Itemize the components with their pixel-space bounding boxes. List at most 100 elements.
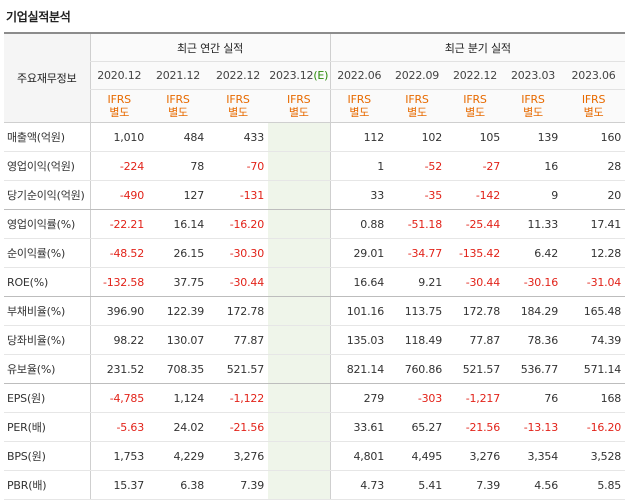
value-cell: 3,276	[208, 441, 268, 471]
standard-cell: IFRS 별도	[504, 89, 562, 123]
value-cell	[268, 441, 330, 471]
standard-cell: IFRS 별도	[329, 89, 388, 123]
value-cell: 5.85	[562, 470, 625, 500]
value-cell: -30.44	[446, 267, 504, 297]
value-cell: 1,010	[89, 122, 148, 152]
value-cell: 11.33	[504, 209, 562, 239]
value-cell: 168	[562, 383, 625, 413]
value-cell: 231.52	[89, 354, 148, 384]
value-cell: 20	[562, 180, 625, 210]
value-cell: 76	[504, 383, 562, 413]
value-cell: -224	[89, 151, 148, 181]
value-cell: -25.44	[446, 209, 504, 239]
period-header: 2022.12	[208, 61, 268, 90]
row-label: 유보율(%)	[4, 354, 90, 384]
table-row: 영업이익(억원) -224 78 -70 1 -52 -27 16 28	[4, 151, 625, 181]
standard-cell: IFRS 별도	[388, 89, 446, 123]
row-label: ROE(%)	[4, 267, 90, 297]
value-cell	[268, 209, 330, 239]
value-cell: 7.39	[208, 470, 268, 500]
value-cell: -1,122	[208, 383, 268, 413]
value-cell: -51.18	[388, 209, 446, 239]
period-header: 2022.09	[388, 61, 446, 90]
value-cell: -142	[446, 180, 504, 210]
value-cell: -21.56	[208, 412, 268, 442]
value-cell: 160	[562, 122, 625, 152]
value-cell: 172.78	[208, 296, 268, 326]
value-cell	[268, 151, 330, 181]
table-row: 부채비율(%) 396.90 122.39 172.78 101.16 113.75 172…	[4, 296, 625, 326]
value-cell: 102	[388, 122, 446, 152]
value-cell: 33	[329, 180, 388, 210]
value-cell: 122.39	[148, 296, 208, 326]
value-cell: -16.20	[208, 209, 268, 239]
value-cell: 78	[148, 151, 208, 181]
value-cell	[268, 383, 330, 413]
table-body: 매출액(억원) 1,010 484 433 112 102 105 139 160 영업이익(억원…	[4, 122, 625, 500]
value-cell: 4,801	[329, 441, 388, 471]
value-cell: 396.90	[89, 296, 148, 326]
value-cell: 433	[208, 122, 268, 152]
standard-cell: IFRS 별도	[268, 89, 330, 123]
value-cell: -1,217	[446, 383, 504, 413]
table-row: BPS(원) 1,753 4,229 3,276 4,801 4,495 3,276 3,35…	[4, 441, 625, 471]
value-cell	[268, 325, 330, 355]
value-cell	[268, 470, 330, 500]
value-cell: 26.15	[148, 238, 208, 268]
value-cell: 4,229	[148, 441, 208, 471]
value-cell: 101.16	[329, 296, 388, 326]
value-cell: 9	[504, 180, 562, 210]
row-label-header: 주요재무정보	[4, 32, 90, 123]
value-cell: 279	[329, 383, 388, 413]
value-cell	[268, 296, 330, 326]
value-cell: 15.37	[89, 470, 148, 500]
value-cell: 78.36	[504, 325, 562, 355]
value-cell: -27	[446, 151, 504, 181]
value-cell: -5.63	[89, 412, 148, 442]
value-cell: 28	[562, 151, 625, 181]
period-row: 2020.12 2021.12 2022.12 2023.12(E) 2022.…	[4, 61, 625, 90]
estimate-period: 2023.12	[269, 69, 314, 82]
value-cell: 521.57	[208, 354, 268, 384]
row-label: 부채비율(%)	[4, 296, 90, 326]
value-cell: 4.73	[329, 470, 388, 500]
table-row: PER(배) -5.63 24.02 -21.56 33.61 65.27 -21.56 -1…	[4, 412, 625, 442]
value-cell: 105	[446, 122, 504, 152]
value-cell: -21.56	[446, 412, 504, 442]
period-header: 2023.03	[504, 61, 562, 90]
table-row: 매출액(억원) 1,010 484 433 112 102 105 139 160	[4, 122, 625, 152]
value-cell: -70	[208, 151, 268, 181]
table-row: 순이익률(%) -48.52 26.15 -30.30 29.01 -34.77 -135.…	[4, 238, 625, 268]
value-cell: 536.77	[504, 354, 562, 384]
row-label: EPS(원)	[4, 383, 90, 413]
value-cell: 4.56	[504, 470, 562, 500]
value-cell: -490	[89, 180, 148, 210]
value-cell: -30.44	[208, 267, 268, 297]
period-header: 2022.06	[329, 61, 388, 90]
value-cell	[268, 354, 330, 384]
estimate-mark: (E)	[313, 69, 329, 82]
value-cell: -52	[388, 151, 446, 181]
value-cell: 139	[504, 122, 562, 152]
value-cell: 6.42	[504, 238, 562, 268]
value-cell: -16.20	[562, 412, 625, 442]
value-cell: 521.57	[446, 354, 504, 384]
row-label: 순이익률(%)	[4, 238, 90, 268]
value-cell: -135.42	[446, 238, 504, 268]
value-cell: 112	[329, 122, 388, 152]
value-cell: 9.21	[388, 267, 446, 297]
row-label: 매출액(억원)	[4, 122, 90, 152]
value-cell: 7.39	[446, 470, 504, 500]
estimate-period-header: 2023.12(E)	[268, 61, 330, 90]
value-cell: -31.04	[562, 267, 625, 297]
value-cell: 165.48	[562, 296, 625, 326]
value-cell: 127	[148, 180, 208, 210]
row-label: PBR(배)	[4, 470, 90, 500]
value-cell: 113.75	[388, 296, 446, 326]
row-label: PER(배)	[4, 412, 90, 442]
table-row: EPS(원) -4,785 1,124 -1,122 279 -303 -1,217 76 16…	[4, 383, 625, 413]
value-cell: 17.41	[562, 209, 625, 239]
standard-cell: IFRS 별도	[208, 89, 268, 123]
value-cell: 3,276	[446, 441, 504, 471]
value-cell: 130.07	[148, 325, 208, 355]
